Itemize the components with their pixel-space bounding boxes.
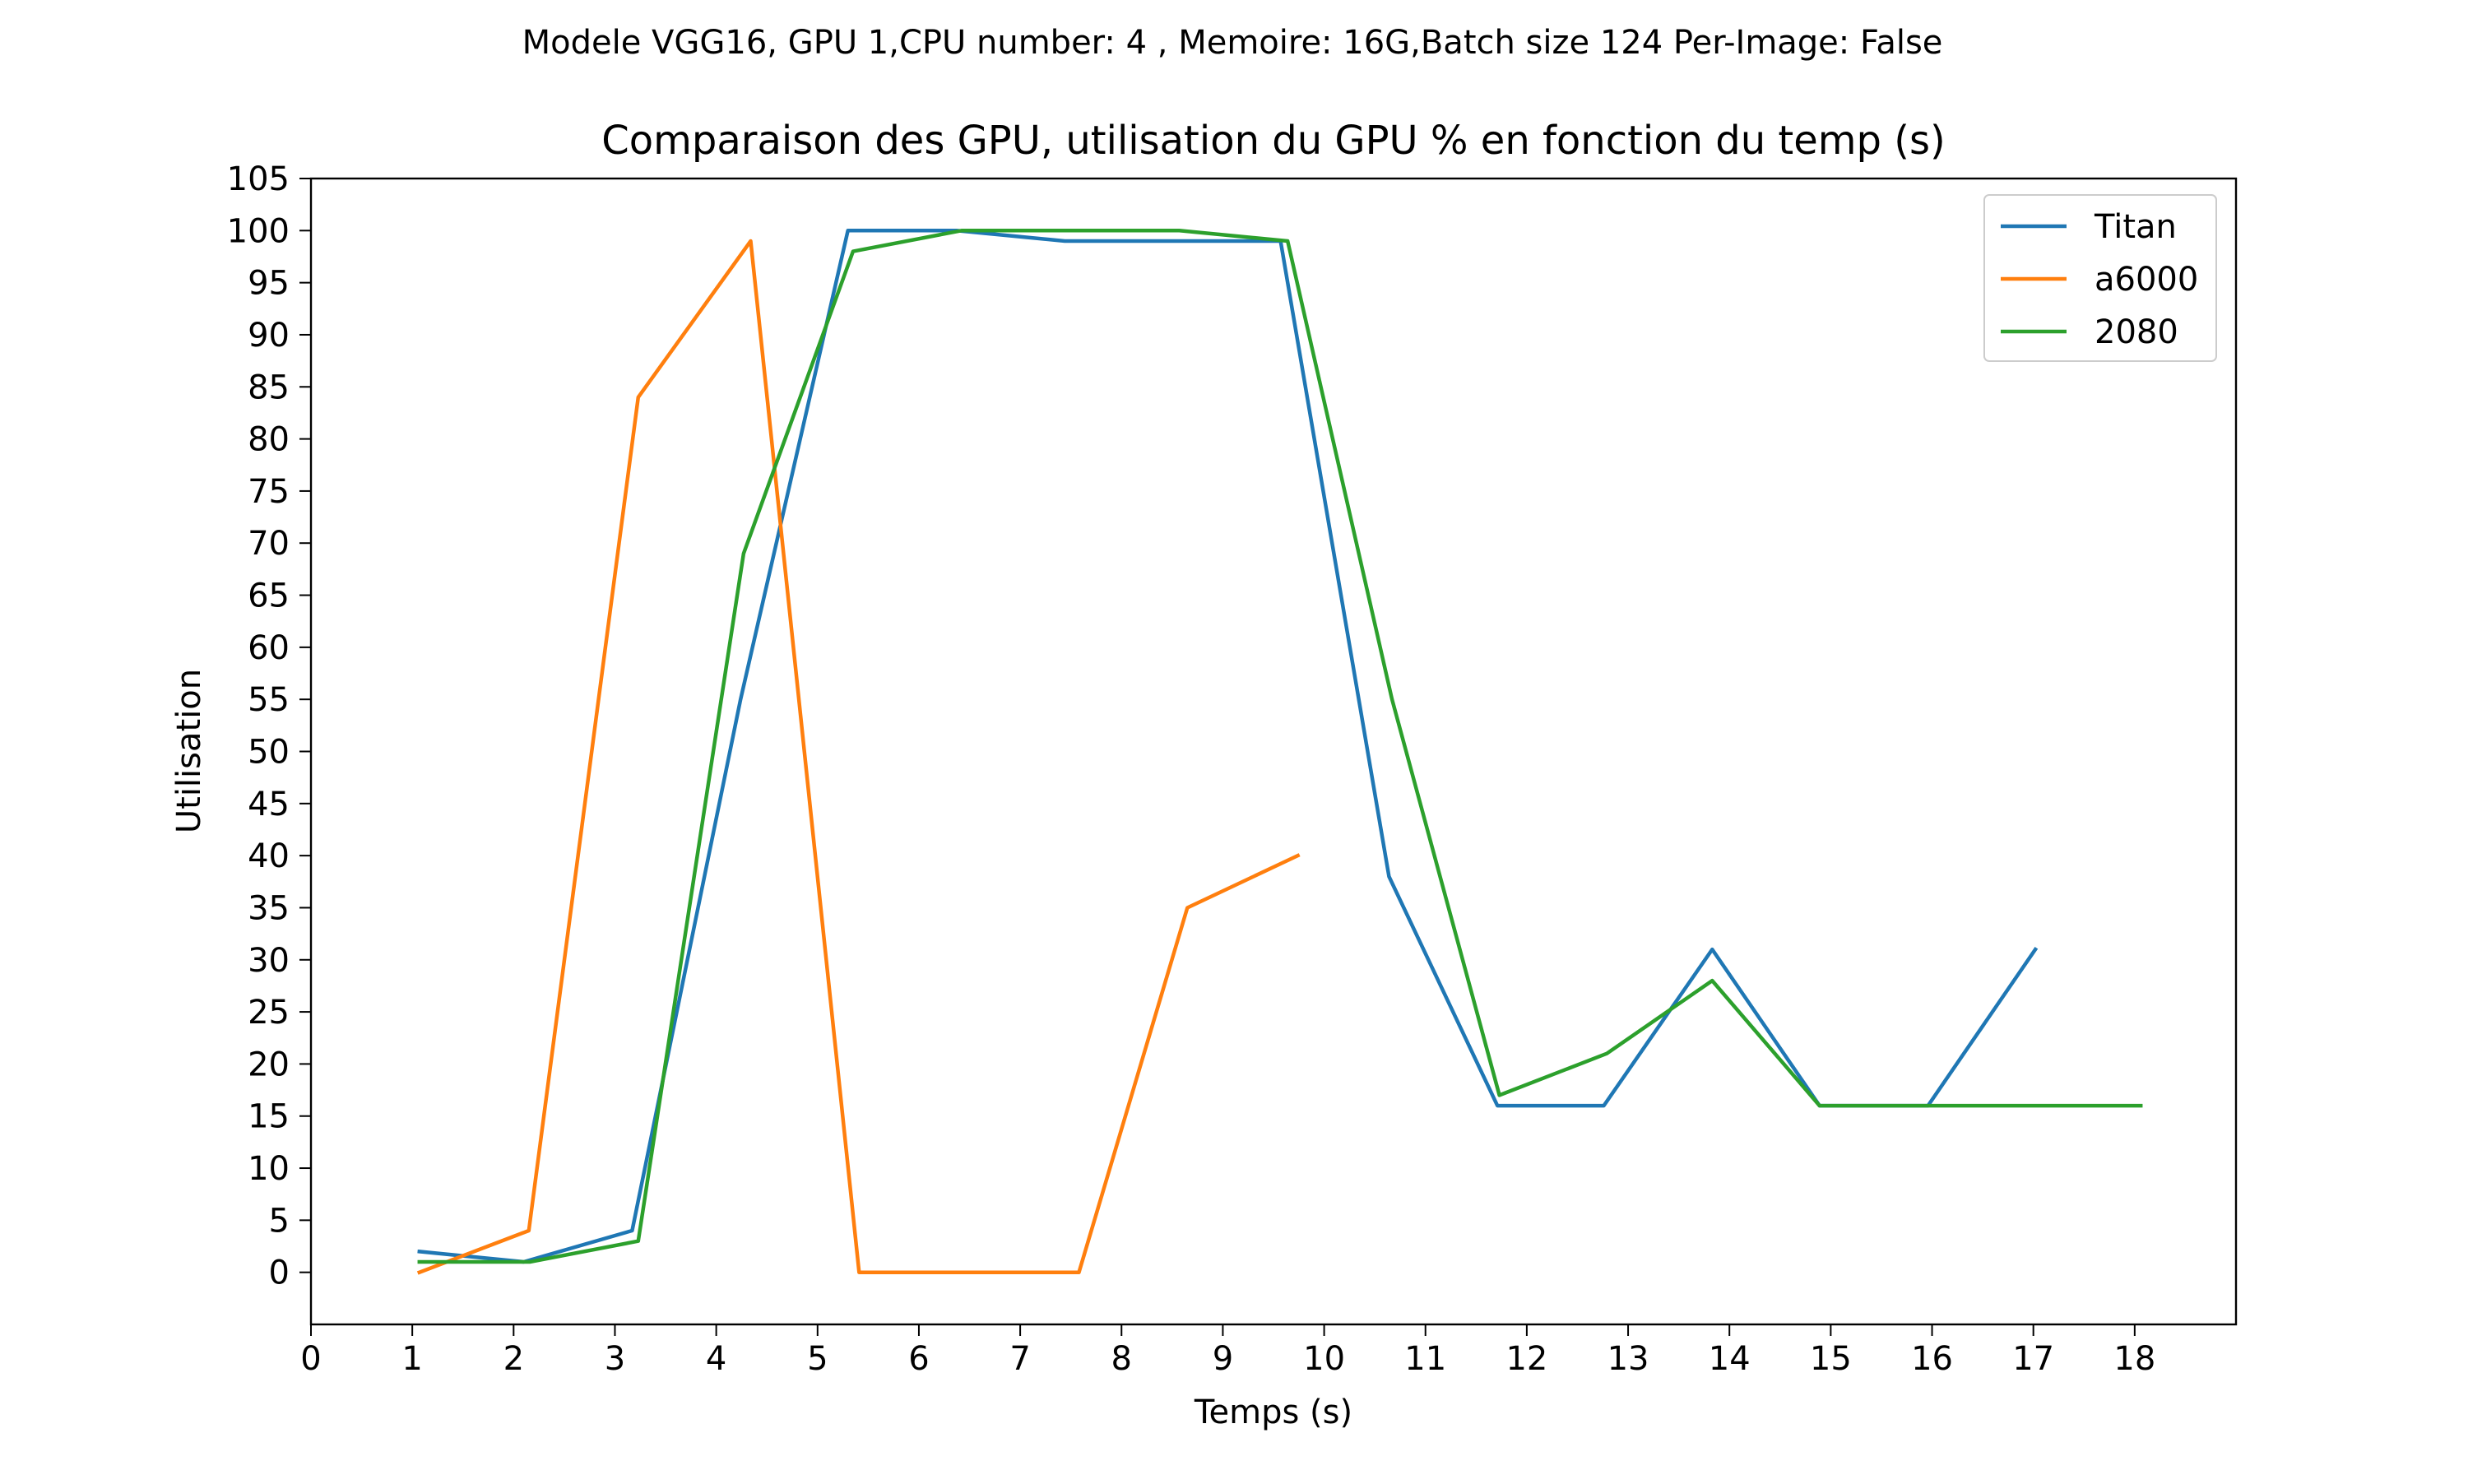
y-tick-label: 90 bbox=[248, 317, 290, 355]
x-tick-label: 1 bbox=[401, 1340, 422, 1378]
y-tick-label: 35 bbox=[248, 889, 290, 927]
x-tick-label: 5 bbox=[807, 1340, 828, 1378]
y-tick-label: 45 bbox=[248, 786, 290, 823]
y-tick-label: 50 bbox=[248, 734, 290, 772]
y-tick-label: 95 bbox=[248, 265, 290, 303]
x-tick-label: 6 bbox=[908, 1340, 929, 1378]
x-tick-label: 12 bbox=[1505, 1340, 1547, 1378]
y-tick-label: 10 bbox=[248, 1150, 290, 1188]
legend: Titan a6000 2080 bbox=[1983, 194, 2217, 362]
x-tick-label: 9 bbox=[1213, 1340, 1233, 1378]
y-tick-label: 60 bbox=[248, 629, 290, 667]
x-tick-label: 0 bbox=[300, 1340, 321, 1378]
y-tick-label: 25 bbox=[248, 994, 290, 1032]
legend-label-titan: Titan bbox=[2094, 208, 2177, 246]
legend-label-a6000: a6000 bbox=[2095, 261, 2198, 299]
x-tick-label: 15 bbox=[1810, 1340, 1852, 1378]
legend-label-2080: 2080 bbox=[2095, 313, 2178, 351]
y-tick-label: 15 bbox=[248, 1098, 290, 1136]
y-tick-label: 75 bbox=[248, 473, 290, 511]
x-tick-label: 18 bbox=[2113, 1340, 2155, 1378]
y-tick-label: 0 bbox=[269, 1254, 290, 1292]
y-tick-label: 5 bbox=[269, 1202, 290, 1240]
x-tick-label: 16 bbox=[1911, 1340, 1953, 1378]
x-tick-label: 14 bbox=[1709, 1340, 1751, 1378]
y-tick-label: 20 bbox=[248, 1046, 290, 1083]
plot-area-frame bbox=[309, 177, 2238, 1326]
x-tick-label: 13 bbox=[1607, 1340, 1649, 1378]
y-tick-label: 100 bbox=[227, 212, 290, 250]
x-tick-label: 2 bbox=[503, 1340, 524, 1378]
x-tick-label: 3 bbox=[605, 1340, 625, 1378]
x-tick-label: 8 bbox=[1111, 1340, 1132, 1378]
legend-frame bbox=[1983, 194, 2217, 362]
y-tick-label: 80 bbox=[248, 421, 290, 459]
x-tick-label: 10 bbox=[1303, 1340, 1345, 1378]
chart-title: Comparaison des GPU, utilisation du GPU … bbox=[601, 118, 1945, 164]
x-tick-label: 17 bbox=[2012, 1340, 2054, 1378]
y-tick-label: 40 bbox=[248, 837, 290, 875]
x-axis-label: Temps (s) bbox=[1194, 1394, 1352, 1431]
x-tick-label: 4 bbox=[706, 1340, 726, 1378]
y-axis-label: Utilisation bbox=[170, 669, 208, 833]
series-line-titan bbox=[417, 229, 2039, 1264]
y-tick-label: 85 bbox=[248, 369, 290, 406]
y-tick-label: 65 bbox=[248, 577, 290, 615]
x-tick-label: 11 bbox=[1404, 1340, 1446, 1378]
x-tick-label: 7 bbox=[1009, 1340, 1030, 1378]
y-tick-label: 105 bbox=[227, 160, 290, 198]
figure-suptitle: Modele VGG16, GPU 1,CPU number: 4 , Memo… bbox=[522, 24, 1943, 62]
y-tick-label: 55 bbox=[248, 681, 290, 719]
series-line-2080 bbox=[417, 229, 2143, 1264]
series-line-a6000 bbox=[416, 239, 1301, 1275]
y-tick-label: 30 bbox=[248, 942, 290, 980]
y-tick-label: 70 bbox=[248, 525, 290, 563]
